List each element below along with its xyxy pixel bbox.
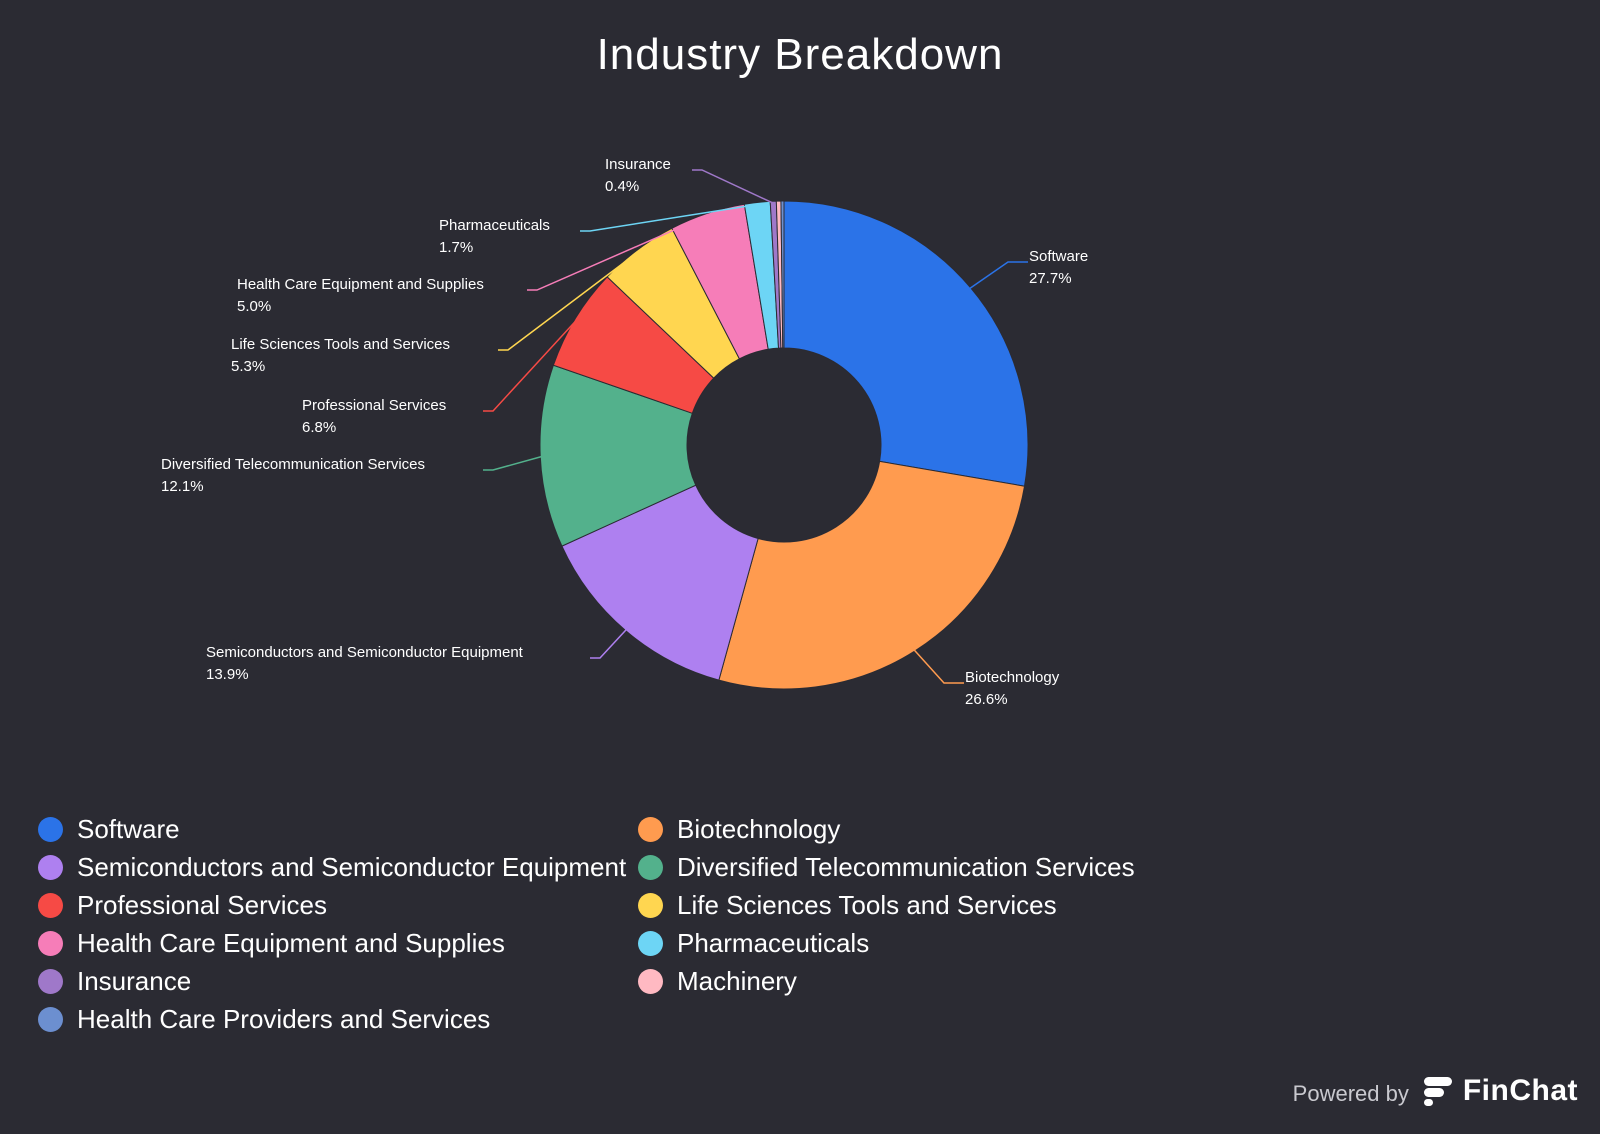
leader-line-semiconductors-and-semiconductor-equipment [590, 628, 628, 659]
legend-item-health-care-equipment-and-supplies[interactable]: Health Care Equipment and Supplies [38, 927, 505, 958]
powered-by-branding: Powered by FinChat [1293, 1074, 1578, 1108]
legend-swatch-icon [638, 892, 663, 918]
legend-label: Biotechnology [677, 813, 841, 844]
data-value-semiconductors-and-semiconductor-equipment: 13.9% [206, 666, 249, 683]
legend-label: Pharmaceuticals [677, 927, 870, 958]
legend-swatch-icon [38, 816, 63, 842]
legend-swatch-icon [38, 892, 63, 918]
legend-label: Professional Services [77, 889, 327, 920]
legend-item-insurance[interactable]: Insurance [38, 965, 192, 996]
data-value-software: 27.7% [1029, 270, 1072, 287]
legend-item-biotechnology[interactable]: Biotechnology [638, 813, 841, 844]
leader-line-health-care-equipment-and-supplies [527, 214, 709, 291]
legend-label: Insurance [77, 965, 192, 996]
legend-item-semiconductors-and-semiconductor-equipment[interactable]: Semiconductors and Semiconductor Equipme… [38, 851, 627, 882]
legend-item-life-sciences-tools-and-services[interactable]: Life Sciences Tools and Services [638, 889, 1057, 920]
legend-swatch-icon [38, 1006, 63, 1032]
legend-label: Semiconductors and Semiconductor Equipme… [77, 851, 627, 882]
finchat-logo-icon [1423, 1077, 1452, 1106]
data-value-insurance: 0.4% [605, 178, 639, 195]
data-label-life-sciences-tools-and-services: Life Sciences Tools and Services [231, 336, 450, 353]
leader-line-biotechnology [913, 648, 964, 684]
data-label-diversified-telecommunication-services: Diversified Telecommunication Services [161, 456, 425, 473]
slice-biotechnology[interactable] [718, 460, 1026, 690]
slice-diversified-telecommunication-services[interactable] [539, 364, 697, 547]
data-label-software: Software [1029, 248, 1088, 265]
legend-swatch-icon [38, 854, 63, 880]
legend-item-machinery[interactable]: Machinery [638, 965, 797, 996]
legend-item-diversified-telecommunication-services[interactable]: Diversified Telecommunication Services [638, 851, 1135, 882]
data-value-life-sciences-tools-and-services: 5.3% [231, 358, 265, 375]
donut-chart: Software 27.7% Biotechnology 26.6% Semicondu… [161, 156, 1088, 708]
legend-label: Health Care Equipment and Supplies [77, 927, 505, 958]
leader-line-professional-services [483, 318, 578, 412]
legend-swatch-icon [638, 854, 663, 880]
legend-item-software[interactable]: Software [38, 813, 180, 844]
slice-software[interactable] [783, 200, 1029, 487]
legend-label: Health Care Providers and Services [77, 1003, 491, 1034]
legend-swatch-icon [638, 816, 663, 842]
data-value-pharmaceuticals: 1.7% [439, 239, 473, 256]
data-label-semiconductors-and-semiconductor-equipment: Semiconductors and Semiconductor Equipme… [206, 644, 524, 661]
slice-health-care-providers-and-services[interactable] [780, 200, 785, 349]
legend-swatch-icon [38, 930, 63, 956]
powered-by-label: Powered by [1292, 1081, 1409, 1106]
legend-label: Diversified Telecommunication Services [677, 851, 1135, 882]
leader-line-pharmaceuticals [580, 203, 758, 232]
legend-label: Software [77, 813, 180, 844]
legend-item-professional-services[interactable]: Professional Services [38, 889, 327, 920]
chart-title: Industry Breakdown [596, 30, 1004, 79]
legend-item-pharmaceuticals[interactable]: Pharmaceuticals [638, 927, 870, 958]
data-label-health-care-equipment-and-supplies: Health Care Equipment and Supplies [237, 276, 484, 293]
legend-item-health-care-providers-and-services[interactable]: Health Care Providers and Services [38, 1003, 491, 1034]
data-label-biotechnology: Biotechnology [965, 669, 1060, 686]
legend-swatch-icon [638, 930, 663, 956]
leader-line-life-sciences-tools-and-services [498, 250, 640, 351]
leader-line-software [968, 261, 1028, 290]
slice-semiconductors-and-semiconductor-equipment[interactable] [561, 484, 759, 681]
legend-swatch-icon [638, 968, 663, 994]
legend-label: Machinery [677, 965, 797, 996]
data-label-professional-services: Professional Services [302, 397, 446, 414]
data-label-insurance: Insurance [605, 156, 671, 173]
leader-line-insurance [692, 169, 774, 204]
legend-label: Life Sciences Tools and Services [677, 889, 1057, 920]
leader-line-diversified-telecommunication-services [483, 455, 543, 471]
data-value-health-care-equipment-and-supplies: 5.0% [237, 298, 271, 315]
legend-swatch-icon [38, 968, 63, 994]
data-label-pharmaceuticals: Pharmaceuticals [439, 217, 550, 234]
data-value-professional-services: 6.8% [302, 419, 336, 436]
data-value-biotechnology: 26.6% [965, 691, 1008, 708]
data-value-diversified-telecommunication-services: 12.1% [161, 478, 204, 495]
finchat-brand-name: FinChat [1462, 1074, 1578, 1107]
